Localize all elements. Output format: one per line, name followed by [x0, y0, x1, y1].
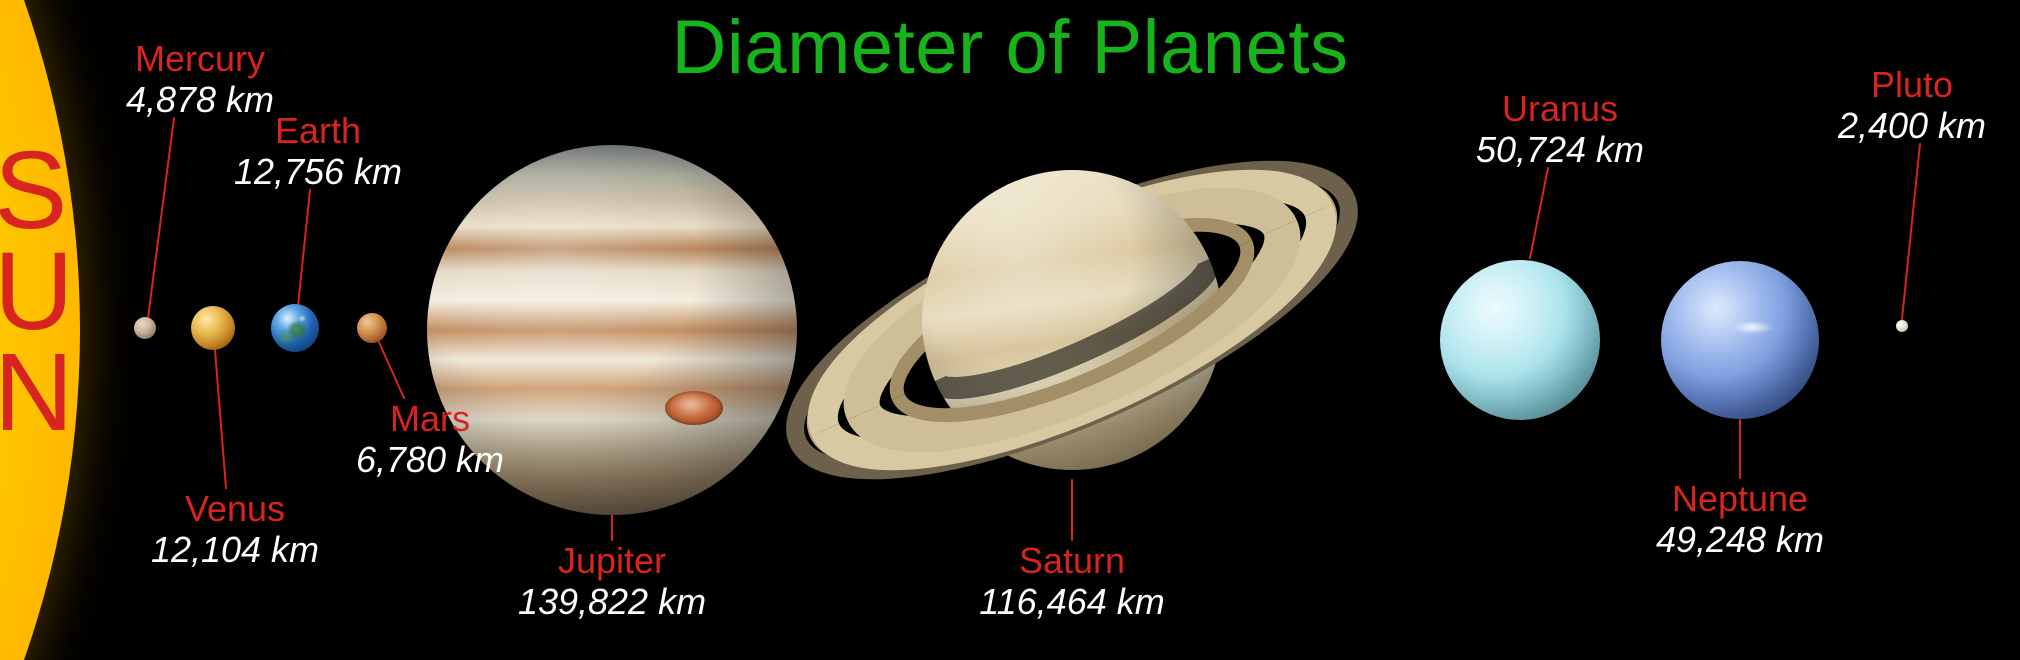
jupiter-red-spot-icon — [665, 391, 723, 425]
label-earth-name: Earth — [234, 110, 402, 151]
planet-pluto — [1896, 320, 1908, 332]
planet-earth-overlay — [271, 304, 319, 352]
planet-uranus-shade — [1440, 260, 1600, 420]
label-earth: Earth12,756 km — [234, 110, 402, 193]
label-earth-value: 12,756 km — [234, 151, 402, 192]
label-mercury: Mercury4,878 km — [126, 38, 274, 121]
label-neptune-name: Neptune — [1656, 478, 1824, 519]
label-pluto-value: 2,400 km — [1838, 105, 1986, 146]
label-pluto: Pluto2,400 km — [1838, 64, 1986, 147]
label-venus-name: Venus — [151, 488, 319, 529]
label-neptune: Neptune49,248 km — [1656, 478, 1824, 561]
label-venus: Venus12,104 km — [151, 488, 319, 571]
label-uranus: Uranus50,724 km — [1476, 88, 1644, 171]
label-jupiter: Jupiter139,822 km — [518, 540, 706, 623]
label-neptune-value: 49,248 km — [1656, 519, 1824, 560]
infographic-stage: SUN Diameter of Planets Mercury4,878 kmV… — [0, 0, 2020, 660]
label-pluto-name: Pluto — [1838, 64, 1986, 105]
label-uranus-name: Uranus — [1476, 88, 1644, 129]
label-mars-value: 6,780 km — [356, 439, 504, 480]
label-mars-name: Mars — [356, 398, 504, 439]
label-mars: Mars6,780 km — [356, 398, 504, 481]
label-uranus-value: 50,724 km — [1476, 129, 1644, 170]
label-mercury-name: Mercury — [126, 38, 274, 79]
label-jupiter-value: 139,822 km — [518, 581, 706, 622]
label-saturn: Saturn116,464 km — [979, 540, 1164, 623]
planet-neptune-shade — [1661, 261, 1819, 419]
label-venus-value: 12,104 km — [151, 529, 319, 570]
planet-mars — [357, 313, 387, 343]
label-jupiter-name: Jupiter — [518, 540, 706, 581]
label-saturn-name: Saturn — [979, 540, 1164, 581]
planet-mercury — [134, 317, 156, 339]
label-saturn-value: 116,464 km — [979, 581, 1164, 622]
planet-venus — [191, 306, 235, 350]
